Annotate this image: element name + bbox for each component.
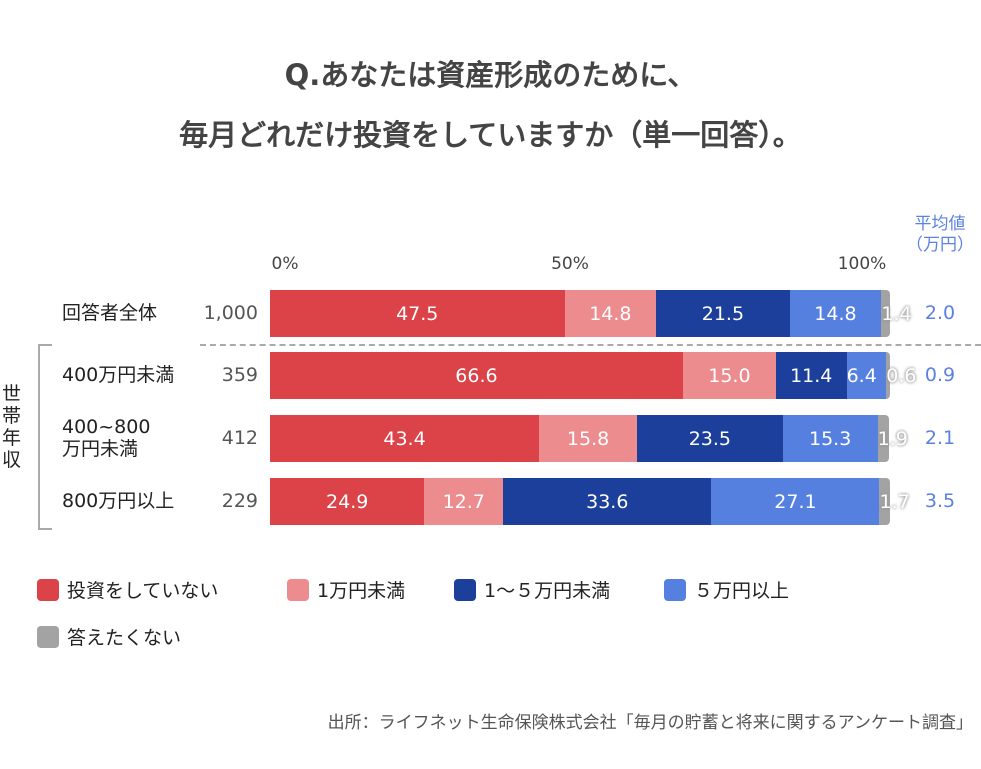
bar-segment: 1.9 xyxy=(877,415,908,462)
chart-title-line2: 毎月どれだけ投資をしていますか（単一回答）。 xyxy=(179,118,802,152)
bar-segment: 24.9 xyxy=(270,478,425,525)
bar-segment: 15.8 xyxy=(539,415,638,462)
row-label: 回答者全体 xyxy=(62,302,158,324)
avg-value: 3.5 xyxy=(924,490,956,512)
bar-segment: 33.6 xyxy=(503,478,712,525)
legend-item: 投資をしていない xyxy=(37,576,218,603)
bar-segment: 11.4 xyxy=(775,352,847,399)
legend-item: ５万円以上 xyxy=(664,576,789,603)
bar-segment: 14.8 xyxy=(564,290,657,337)
row-count: 1,000 xyxy=(203,302,258,324)
bar-segment: 23.5 xyxy=(637,415,783,462)
tick-0: 0% xyxy=(271,254,299,274)
bar-segment: 14.8 xyxy=(789,290,882,337)
group-label: 世帯年収 xyxy=(2,383,22,471)
divider xyxy=(200,344,981,346)
legend-item: 1～５万円未満 xyxy=(454,576,610,603)
tick-50: 50% xyxy=(551,254,589,274)
legend-label: 1万円未満 xyxy=(317,580,406,602)
row-count: 229 xyxy=(221,490,258,512)
group-bracket xyxy=(38,344,52,530)
legend-swatch xyxy=(664,578,686,601)
bar-segment: 43.4 xyxy=(270,415,540,462)
bar-segment: 1.4 xyxy=(881,290,912,337)
bar-segment: 47.5 xyxy=(270,290,565,337)
avg-value: 0.9 xyxy=(924,364,956,386)
tick-100: 100% xyxy=(837,254,887,274)
row-label: 400~800 xyxy=(62,416,151,438)
bar-segment: 15.3 xyxy=(782,415,878,462)
legend-swatch xyxy=(37,578,59,601)
bar-segment: 0.6 xyxy=(886,352,916,399)
chart-title-line1: Q.あなたは資産形成のために、 xyxy=(284,58,697,92)
legend-label: 答えたくない xyxy=(67,627,182,649)
legend-swatch xyxy=(454,578,476,601)
source: 出所：ライフネット生命保険株式会社「毎月の貯蓄と将来に関するアンケート調査」 xyxy=(327,713,973,733)
bar-segment: 21.5 xyxy=(656,290,790,337)
row-label: 800万円以上 xyxy=(62,490,175,512)
legend-label: ５万円以上 xyxy=(694,580,790,602)
bar-segment: 15.0 xyxy=(682,352,776,399)
bar-segment: 6.4 xyxy=(846,352,887,399)
row-count: 412 xyxy=(221,427,258,449)
legend-swatch xyxy=(37,625,59,648)
bar-segment: 1.7 xyxy=(879,478,910,525)
legend-item: 答えたくない xyxy=(37,623,181,650)
bar-segment: 12.7 xyxy=(424,478,504,525)
bar-segment: 66.6 xyxy=(270,352,683,399)
avg-value: 2.0 xyxy=(924,302,956,324)
legend-label: 投資をしていない xyxy=(67,580,219,602)
legend-label: 1～５万円未満 xyxy=(484,580,611,602)
legend-swatch xyxy=(287,578,309,601)
row-count: 359 xyxy=(221,364,258,386)
avg-header: 平均値（万円） xyxy=(906,214,974,255)
row-label: 400万円未満 xyxy=(62,364,175,386)
row-label: 万円未満 xyxy=(62,438,139,460)
bar-segment: 27.1 xyxy=(711,478,880,525)
legend-item: 1万円未満 xyxy=(287,576,405,603)
avg-value: 2.1 xyxy=(924,427,956,449)
